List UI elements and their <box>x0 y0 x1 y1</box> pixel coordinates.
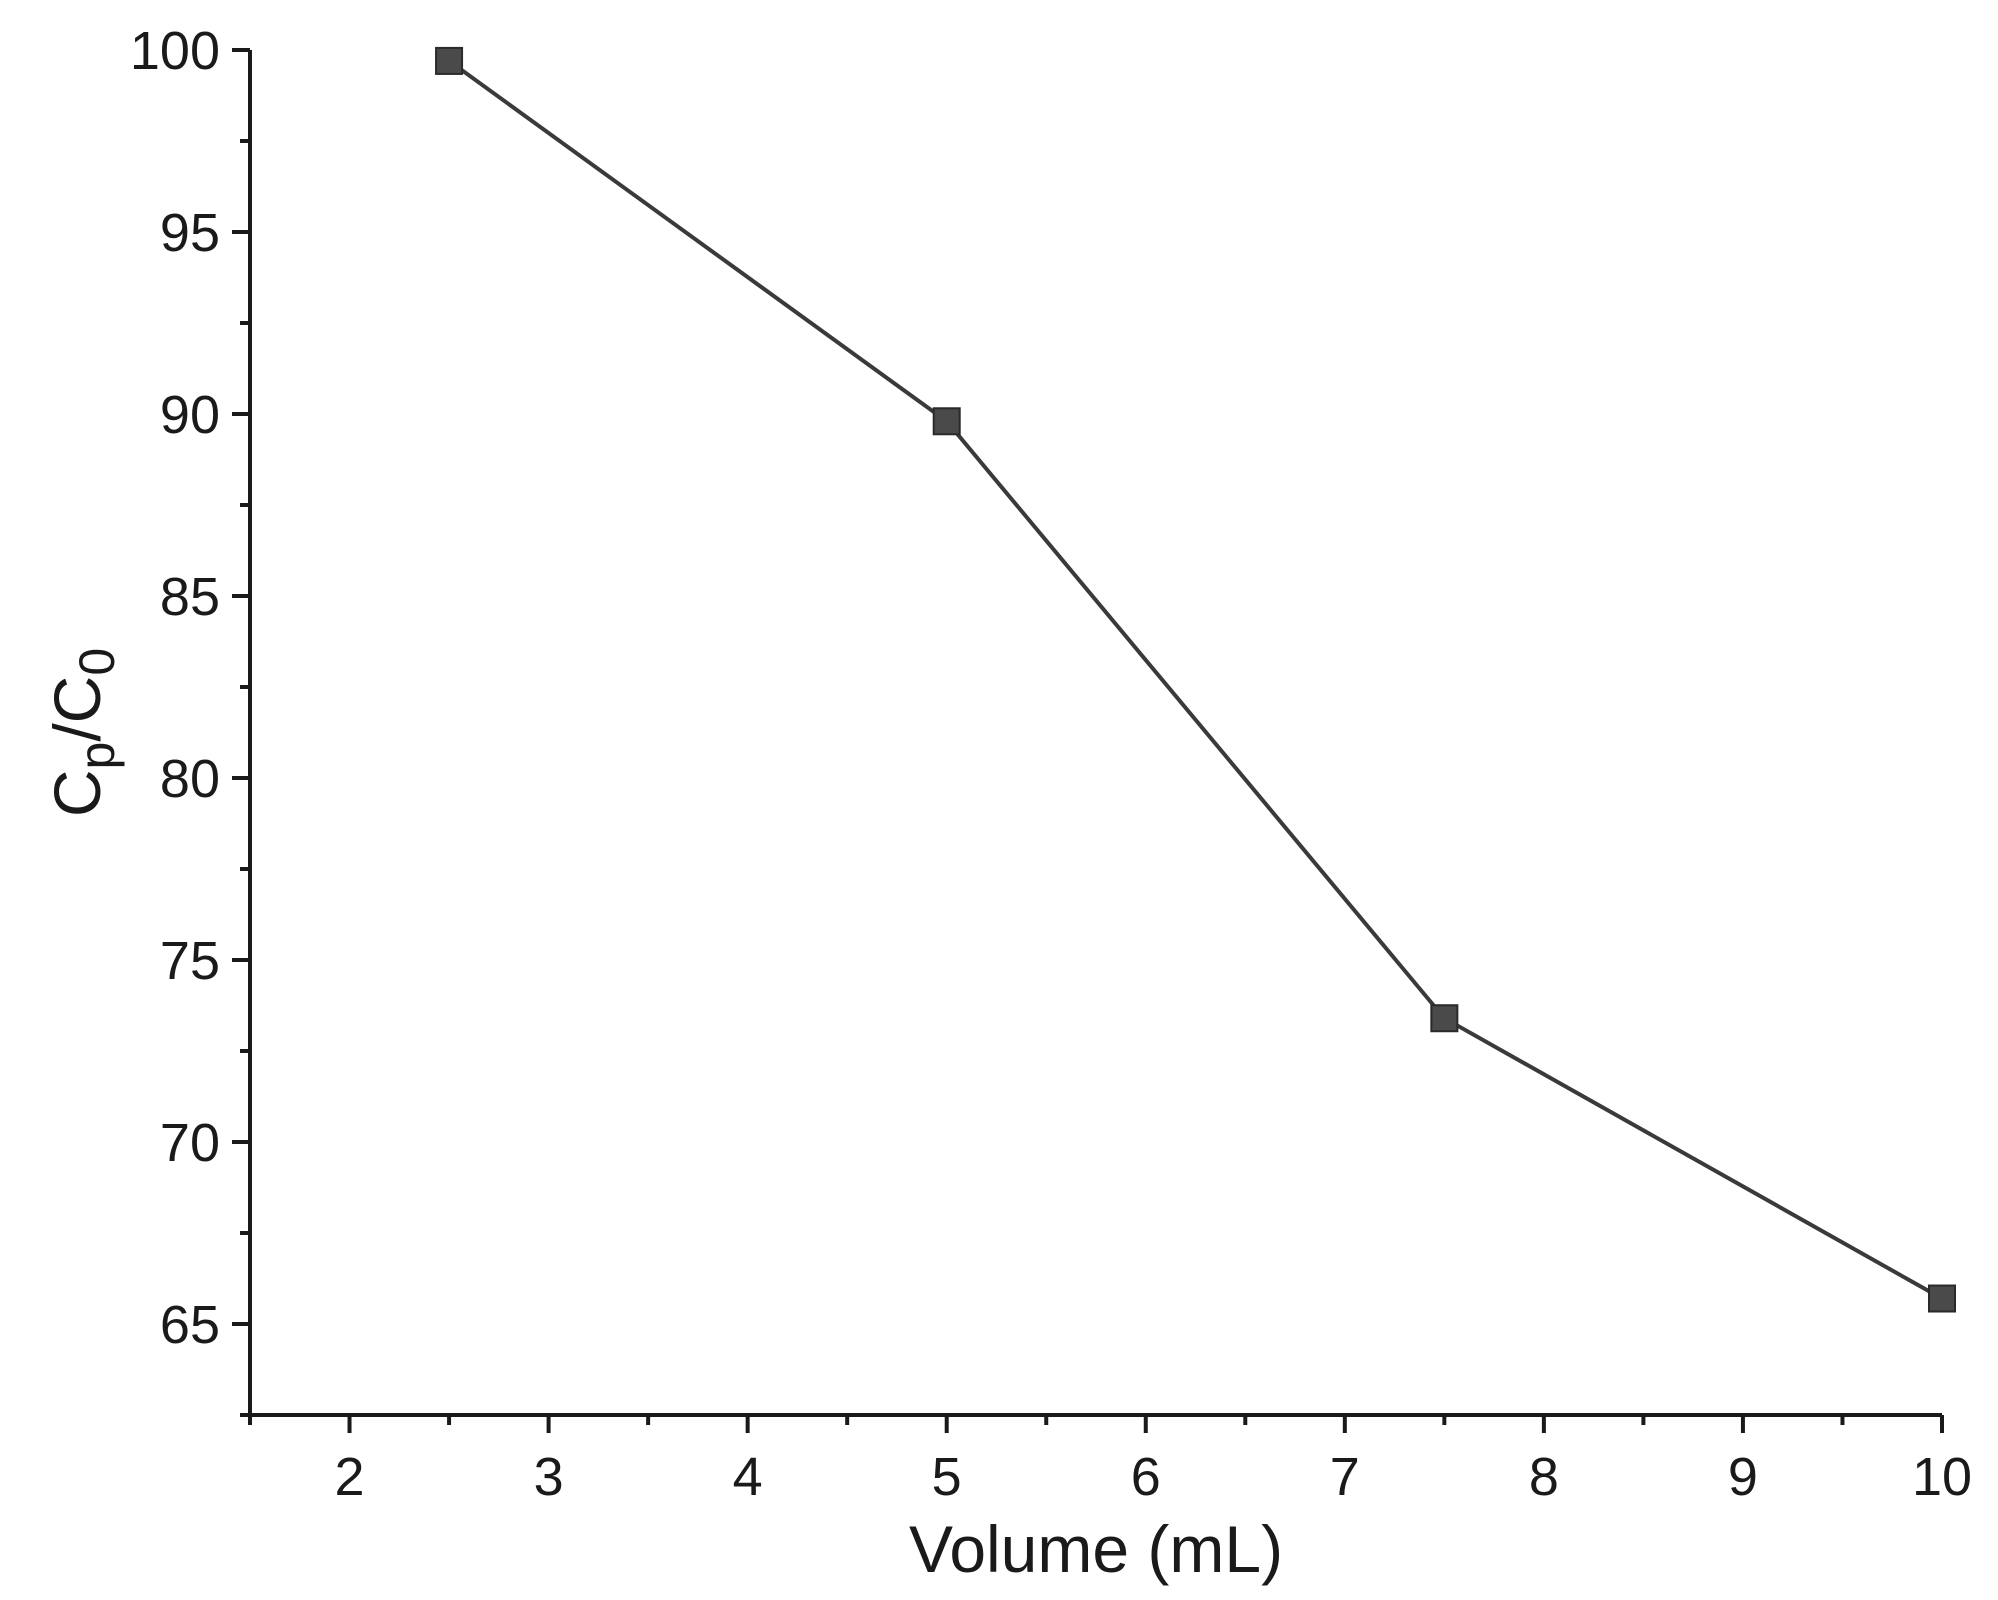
y-tick-label: 70 <box>160 1113 220 1173</box>
x-tick-label: 3 <box>534 1447 564 1507</box>
y-tick-label: 80 <box>160 749 220 809</box>
y-tick-label: 95 <box>160 203 220 263</box>
data-point-marker <box>1928 1284 1956 1313</box>
x-tick-label: 9 <box>1728 1447 1758 1507</box>
y-tick-label: 90 <box>160 385 220 445</box>
y-axis-title-main: C <box>40 769 114 817</box>
y-tick-label: 75 <box>160 931 220 991</box>
data-point-marker <box>435 46 464 75</box>
y-tick-label: 85 <box>160 567 220 627</box>
x-tick-label: 4 <box>733 1447 763 1507</box>
data-point-marker <box>1430 1004 1459 1033</box>
data-point-marker <box>932 407 961 436</box>
x-axis-title: Volume (mL) <box>909 1512 1283 1586</box>
y-axis-title-sub-0: 0 <box>69 648 125 676</box>
x-ticks: 2 3 4 5 6 7 8 9 10 <box>248 1415 1972 1507</box>
y-tick-label: 65 <box>160 1295 220 1355</box>
y-axis-title: Cp/C0 <box>40 648 125 817</box>
y-axis-title-mid: /C <box>40 676 114 742</box>
x-tick-label: 8 <box>1529 1447 1559 1507</box>
x-tick-label: 2 <box>335 1447 365 1507</box>
y-axis-title-sub-p: p <box>69 742 125 770</box>
x-tick-label: 10 <box>1912 1447 1972 1507</box>
x-tick-label: 5 <box>932 1447 962 1507</box>
y-tick-label: 100 <box>130 21 220 81</box>
axes <box>248 50 1942 1417</box>
x-tick-label: 7 <box>1330 1447 1360 1507</box>
series-line <box>447 59 1943 1301</box>
y-ticks: 65 70 75 80 85 90 95 100 <box>130 21 250 1417</box>
x-tick-label: 6 <box>1131 1447 1161 1507</box>
series-group <box>435 46 1956 1313</box>
